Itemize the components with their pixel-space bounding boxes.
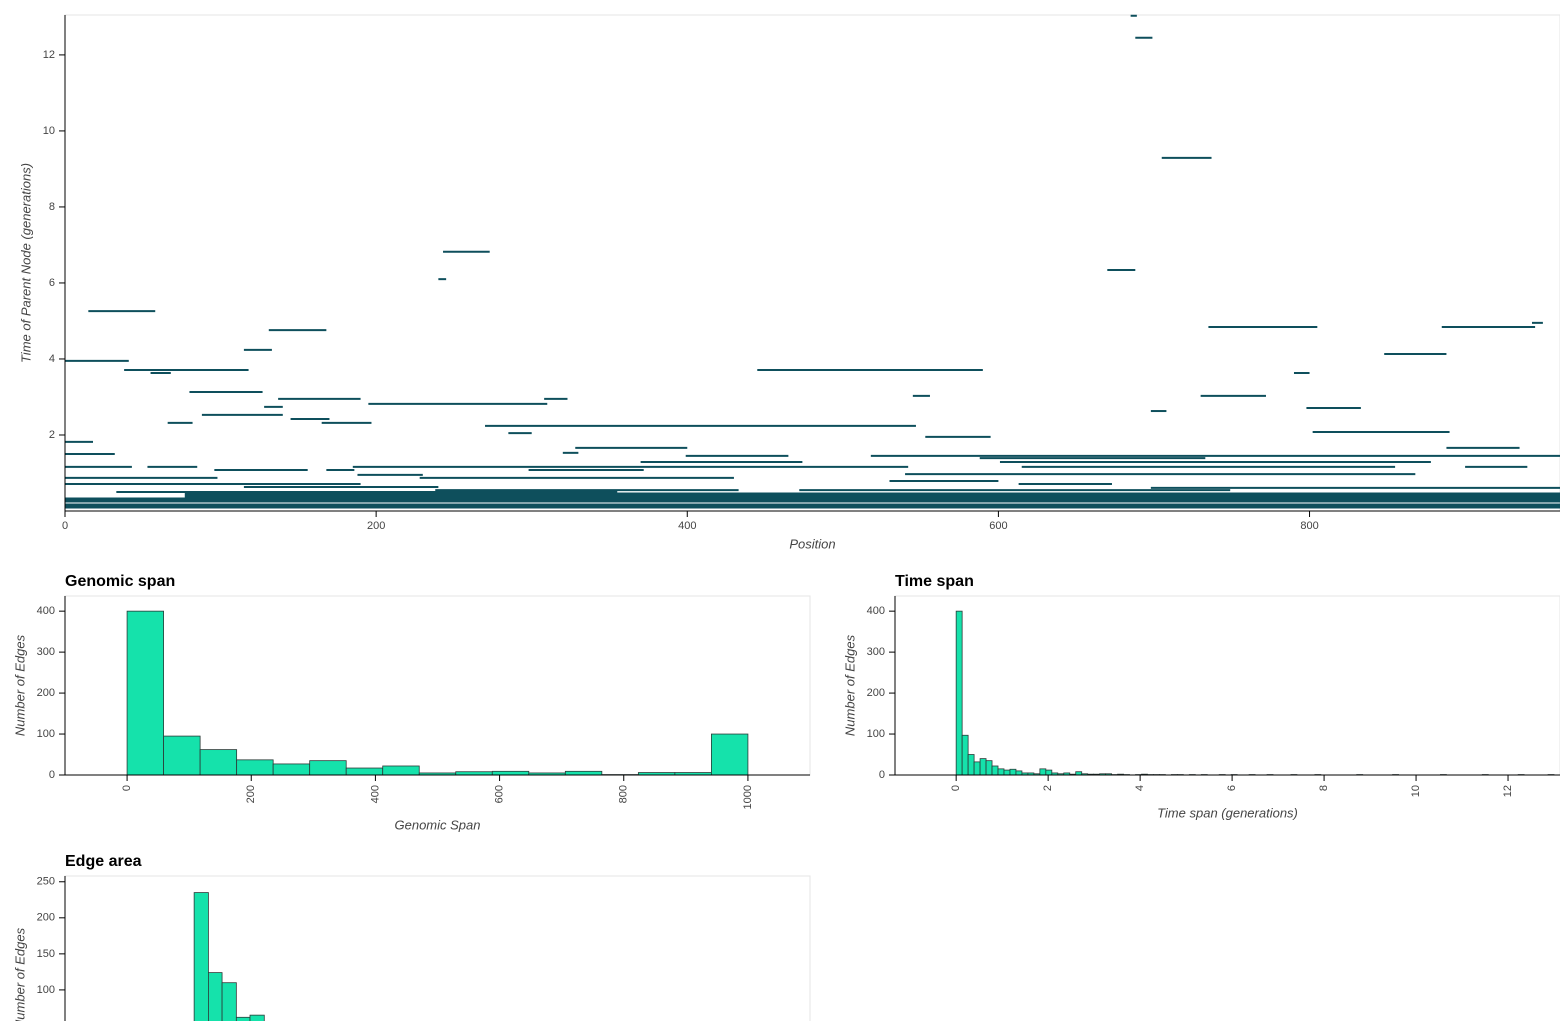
y-axis-label: Number of Edges xyxy=(12,927,27,1021)
bar xyxy=(236,759,274,776)
bar xyxy=(1003,769,1011,776)
bar xyxy=(991,765,999,776)
bar xyxy=(235,1016,251,1021)
bar xyxy=(345,767,384,776)
y-tick-label: 400 xyxy=(37,605,55,617)
y-tick-label: 250 xyxy=(37,876,55,888)
x-axis-label: Time span (generations) xyxy=(1157,805,1298,820)
x-tick-label: 800 xyxy=(618,785,630,803)
chart-title: Time span xyxy=(895,573,974,590)
y-tick-label: 100 xyxy=(37,984,55,996)
bar xyxy=(985,760,993,776)
bar xyxy=(126,610,165,776)
x-tick-label: 8 xyxy=(1318,785,1330,791)
x-tick-label: 600 xyxy=(989,520,1007,532)
plot-outline xyxy=(64,14,1560,512)
x-tick-label: 200 xyxy=(245,785,257,803)
chart-title: Genomic span xyxy=(65,573,175,590)
y-tick-label: 400 xyxy=(867,605,885,617)
y-tick-label: 200 xyxy=(867,687,885,699)
y-tick-label: 6 xyxy=(49,277,55,289)
y-tick-label: 12 xyxy=(43,49,55,61)
x-tick-label: 600 xyxy=(493,785,505,803)
x-axis-label: Genomic Span xyxy=(395,817,481,832)
plot-outline xyxy=(64,875,811,1021)
chart-title: Edge area xyxy=(65,853,142,870)
bar xyxy=(979,758,987,776)
bar xyxy=(199,749,238,776)
x-tick-label: 800 xyxy=(1300,520,1318,532)
x-tick-label: 0 xyxy=(950,785,962,791)
x-tick-label: 400 xyxy=(678,520,696,532)
y-tick-label: 10 xyxy=(43,125,55,137)
bar xyxy=(1009,768,1017,776)
bar xyxy=(973,761,981,776)
x-tick-label: 6 xyxy=(1226,785,1238,791)
bar xyxy=(955,610,963,776)
x-axis-label: Position xyxy=(789,536,835,551)
x-tick-label: 12 xyxy=(1502,785,1514,797)
y-tick-label: 150 xyxy=(37,948,55,960)
bar xyxy=(221,982,237,1021)
y-axis-label: Number of Edges xyxy=(12,634,27,736)
y-tick-label: 300 xyxy=(867,646,885,658)
bar xyxy=(163,735,201,776)
x-tick-label: 1000 xyxy=(742,785,754,809)
y-axis-label: Time of Parent Node (generations) xyxy=(18,163,33,363)
bar xyxy=(491,770,530,776)
y-tick-label: 100 xyxy=(867,728,885,740)
bar xyxy=(1039,768,1047,776)
bar xyxy=(564,770,603,776)
x-tick-label: 2 xyxy=(1042,785,1054,791)
bar xyxy=(997,768,1005,776)
bar xyxy=(249,1014,265,1021)
bar xyxy=(961,734,969,776)
y-tick-label: 2 xyxy=(49,429,55,441)
x-tick-label: 200 xyxy=(367,520,385,532)
bar xyxy=(382,765,420,776)
y-tick-label: 200 xyxy=(37,912,55,924)
bar xyxy=(193,892,209,1021)
x-tick-label: 10 xyxy=(1410,785,1422,797)
y-tick-label: 300 xyxy=(37,646,55,658)
y-axis-label: Number of Edges xyxy=(842,634,857,736)
x-tick-label: 0 xyxy=(121,785,133,791)
x-tick-label: 0 xyxy=(62,520,68,532)
bar xyxy=(710,733,749,776)
bar xyxy=(967,754,975,776)
y-tick-label: 8 xyxy=(49,201,55,213)
x-tick-label: 4 xyxy=(1134,785,1146,791)
bar xyxy=(208,972,223,1021)
y-tick-label: 0 xyxy=(879,769,885,781)
y-tick-label: 100 xyxy=(37,728,55,740)
y-tick-label: 4 xyxy=(49,353,55,365)
bar xyxy=(309,760,347,776)
x-tick-label: 400 xyxy=(369,785,381,803)
bar xyxy=(1045,769,1053,776)
y-tick-label: 200 xyxy=(37,687,55,699)
plot-outline xyxy=(894,595,1560,776)
bar xyxy=(272,763,311,776)
bar xyxy=(1015,770,1023,776)
y-tick-label: 0 xyxy=(49,769,55,781)
